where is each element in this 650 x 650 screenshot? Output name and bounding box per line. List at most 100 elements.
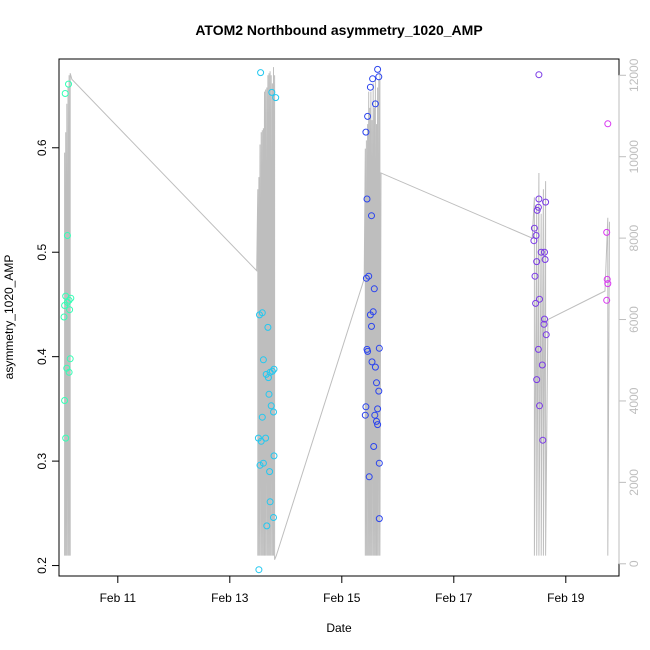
- data-point: [370, 285, 378, 293]
- x-tick-label: Feb 15: [323, 591, 361, 605]
- y-axis-label: asymmetry_1020_AMP: [2, 255, 16, 380]
- data-point: [533, 376, 541, 384]
- data-point: [371, 100, 379, 108]
- data-point: [267, 402, 275, 410]
- y-axis: 0.2 0.3 0.4 0.5 0.6: [35, 139, 60, 574]
- data-point: [539, 436, 547, 444]
- data-point: [259, 356, 267, 364]
- x-tick-label: Feb 13: [211, 591, 249, 605]
- data-point: [255, 566, 263, 574]
- data-point: [375, 387, 383, 395]
- data-point: [262, 434, 270, 442]
- data-point: [531, 272, 539, 280]
- data-point: [374, 65, 382, 73]
- data-point: [370, 443, 378, 450]
- y2-tick-label: 4000: [627, 387, 641, 414]
- x-tick-label: Feb 11: [100, 591, 137, 605]
- data-point: [375, 459, 383, 467]
- data-point: [530, 224, 538, 232]
- data-point: [373, 379, 380, 387]
- data-point: [533, 206, 541, 214]
- data-point: [530, 237, 538, 245]
- data-point: [266, 468, 274, 476]
- data-point: [270, 452, 278, 460]
- data-point: [264, 374, 272, 382]
- y2-tick-label: 10000: [627, 140, 641, 174]
- data-point: [603, 275, 611, 283]
- data-point: [258, 309, 266, 317]
- data-point: [374, 405, 382, 413]
- secondary-line-layer: [64, 67, 610, 560]
- data-point: [270, 514, 277, 521]
- data-point: [535, 71, 543, 79]
- points-layer: [60, 65, 612, 574]
- data-point: [374, 421, 382, 429]
- data-point: [256, 461, 264, 469]
- y2-tick-label: 8000: [627, 224, 641, 251]
- data-point: [537, 248, 545, 256]
- data-point: [259, 459, 267, 467]
- data-point: [264, 323, 272, 331]
- data-point: [375, 515, 383, 523]
- data-point: [63, 232, 71, 239]
- secondary-series-line: [64, 67, 610, 560]
- data-point: [268, 88, 276, 96]
- chart-title: ATOM2 Northbound asymmetry_1020_AMP: [195, 22, 482, 38]
- data-point: [61, 302, 69, 309]
- y2-tick-label: 6000: [627, 306, 641, 333]
- data-point: [61, 90, 69, 97]
- data-point: [65, 296, 73, 304]
- y-tick-label: 0.3: [35, 452, 49, 469]
- data-point: [268, 367, 276, 375]
- data-point: [542, 198, 550, 206]
- data-point: [270, 408, 277, 416]
- data-point: [373, 417, 380, 425]
- data-point: [365, 272, 373, 280]
- data-point: [375, 73, 383, 81]
- data-point: [366, 311, 374, 319]
- data-point: [534, 345, 542, 353]
- data-point: [362, 128, 370, 136]
- data-point: [361, 411, 369, 419]
- data-point: [257, 69, 265, 77]
- x-tick-label: Feb 17: [435, 591, 473, 605]
- y-tick-label: 0.2: [35, 557, 49, 574]
- x-axis: Feb 11 Feb 13 Feb 15 Feb 17 Feb 19: [100, 575, 585, 605]
- data-point: [371, 411, 379, 419]
- data-point: [371, 363, 379, 371]
- data-point: [541, 315, 548, 323]
- data-point: [368, 212, 375, 220]
- data-point: [266, 498, 274, 506]
- y2-tick-label: 12000: [627, 58, 641, 92]
- x-axis-label: Date: [326, 621, 352, 635]
- data-point: [604, 120, 612, 128]
- data-point: [61, 397, 69, 404]
- data-point: [369, 75, 377, 83]
- data-point: [66, 355, 74, 363]
- data-point: [65, 80, 72, 88]
- data-point: [60, 313, 68, 321]
- data-point: [532, 299, 540, 307]
- data-point: [533, 258, 541, 266]
- data-point: [364, 347, 372, 355]
- data-point: [263, 522, 271, 530]
- data-point: [535, 195, 543, 203]
- data-point: [272, 94, 280, 102]
- data-point: [65, 368, 73, 376]
- x-tick-label: Feb 19: [547, 591, 585, 605]
- y2-axis: 0 2000 4000 6000 8000 10000 12000: [618, 58, 641, 567]
- data-point: [364, 112, 372, 120]
- data-point: [363, 195, 371, 203]
- data-point: [362, 274, 370, 282]
- data-point: [265, 390, 273, 398]
- data-point: [365, 473, 373, 481]
- y-tick-label: 0.4: [35, 348, 49, 365]
- data-point: [604, 280, 612, 288]
- data-point: [536, 295, 543, 303]
- data-point: [258, 413, 266, 421]
- data-point: [368, 358, 376, 366]
- data-point: [368, 322, 375, 330]
- data-point: [62, 434, 70, 442]
- data-point: [540, 320, 548, 328]
